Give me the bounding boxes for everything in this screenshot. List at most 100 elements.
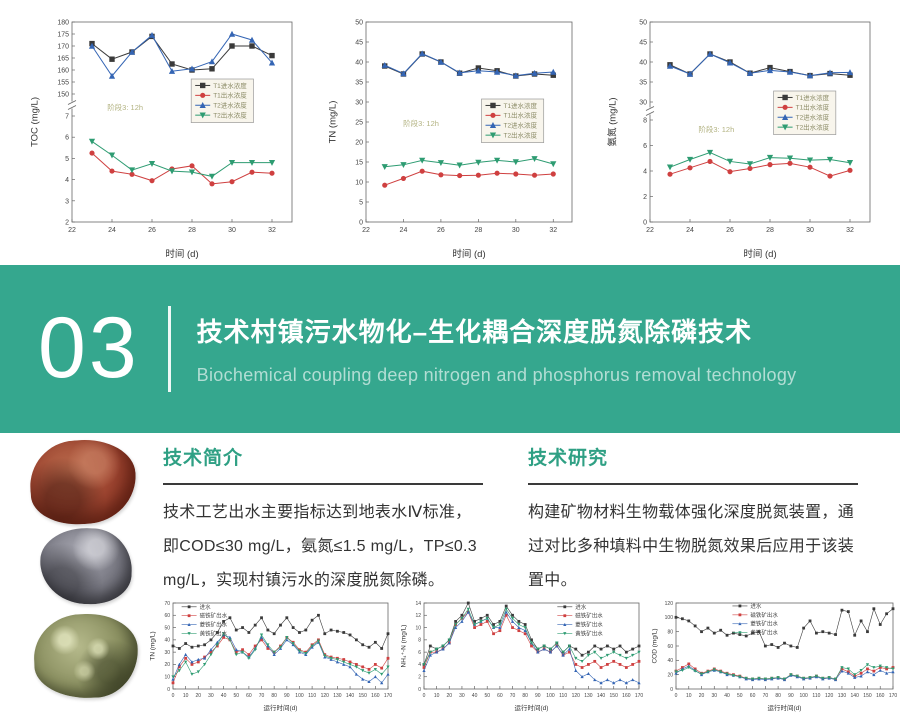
svg-text:5: 5 [359,199,363,206]
svg-text:160: 160 [371,693,380,699]
svg-text:进水: 进水 [575,603,587,611]
svg-text:T1进水浓度: T1进水浓度 [213,81,247,90]
svg-text:24: 24 [108,227,116,234]
svg-text:40: 40 [667,658,673,664]
svg-text:T2出水浓度: T2出水浓度 [213,110,247,119]
svg-text:50: 50 [484,693,490,699]
svg-text:6: 6 [643,143,647,150]
svg-text:12: 12 [415,613,421,619]
svg-text:22: 22 [646,227,654,234]
svg-text:运行时间(d): 运行时间(d) [515,703,549,712]
svg-text:2: 2 [418,674,421,680]
svg-text:2: 2 [65,219,69,226]
svg-text:30: 30 [164,650,170,656]
svg-text:150: 150 [359,693,368,699]
svg-text:黄铁矿出水: 黄铁矿出水 [200,629,228,637]
svg-text:T1出水浓度: T1出水浓度 [213,91,247,100]
svg-text:170: 170 [635,693,644,699]
svg-text:T1进水浓度: T1进水浓度 [503,101,537,110]
svg-text:30: 30 [512,227,520,234]
svg-text:160: 160 [622,693,631,699]
section-title: 技术村镇污水物化–生化耦合深度脱氮除磷技术 [196,317,753,347]
svg-text:60: 60 [497,693,503,699]
svg-text:15: 15 [355,159,363,166]
svg-text:T1出水浓度: T1出水浓度 [503,111,537,120]
svg-text:阶段3: 12h: 阶段3: 12h [107,102,143,112]
banner-divider [167,306,171,392]
svg-text:26: 26 [148,227,156,234]
svg-text:140: 140 [597,693,606,699]
svg-text:110: 110 [812,693,820,699]
svg-text:180: 180 [57,19,69,26]
svg-text:6: 6 [418,650,421,656]
svg-text:10: 10 [686,693,692,699]
svg-text:120: 120 [572,693,581,699]
svg-text:160: 160 [876,693,885,699]
tn-vs-time-chart: 22 24 26 28 30 32 时间 (d) 0 5 10 15 20 25 30 35 40 45 50 TN… [328,19,573,260]
svg-text:100: 100 [546,693,555,699]
svg-text:28: 28 [766,227,774,234]
svg-text:130: 130 [584,693,593,699]
svg-text:10: 10 [415,625,421,631]
svg-text:T2出水浓度: T2出水浓度 [796,122,830,131]
svg-text:150: 150 [57,91,69,98]
svg-text:32: 32 [268,227,276,234]
svg-text:30: 30 [208,693,214,699]
tech-research-heading: 技术研究 [528,448,609,469]
green-ore-rock-image [32,612,140,700]
svg-text:磁铁矿出水: 磁铁矿出水 [575,612,603,620]
svg-text:140: 140 [851,693,860,699]
svg-text:20: 20 [164,662,170,668]
svg-text:阶段3: 12h: 阶段3: 12h [698,124,734,134]
svg-text:32: 32 [549,227,557,234]
tech-intro-body: 技术工艺出水主要指标达到地表水Ⅳ标准，即COD≤30 mg/L，氨氮≤1.5 m… [163,504,477,589]
bottom-charts-row: 0 10 20 30 40 50 60 70 80 90 100 110 120 130 140 150 160… [146,597,900,717]
intro-rule [163,483,483,485]
svg-text:T2进水浓度: T2进水浓度 [503,121,537,130]
svg-text:10: 10 [164,674,170,680]
svg-text:170: 170 [889,693,898,699]
svg-text:40: 40 [639,59,647,66]
svg-text:20: 20 [667,672,673,678]
svg-text:140: 140 [346,693,355,699]
svg-text:165: 165 [57,55,69,62]
svg-text:20: 20 [196,693,202,699]
svg-text:70: 70 [164,601,170,607]
tech-research-body: 构建矿物材料生物载体强化深度脱氮装置，通过对比多种填料中生物脱氮效果后应用于该装… [528,504,855,589]
svg-text:40: 40 [164,638,170,644]
svg-text:150: 150 [610,693,619,699]
svg-text:80: 80 [271,693,277,699]
svg-text:45: 45 [355,39,363,46]
svg-text:170: 170 [57,43,69,50]
svg-text:20: 20 [699,693,705,699]
svg-text:时间 (d): 时间 (d) [165,248,198,260]
svg-text:氨氮 (mg/L): 氨氮 (mg/L) [607,97,619,146]
svg-text:T1出水浓度: T1出水浓度 [796,103,830,112]
svg-text:黄铁矿出水: 黄铁矿出水 [750,629,778,637]
svg-text:60: 60 [164,613,170,619]
svg-text:70: 70 [510,693,516,699]
svg-text:175: 175 [57,31,69,38]
section-banner: 03 技术村镇污水物化–生化耦合深度脱氮除磷技术 Biochemical cou… [0,265,900,433]
red-ore-rock-image [27,436,139,528]
svg-text:90: 90 [788,693,794,699]
svg-text:菱铁矿出水: 菱铁矿出水 [750,620,778,628]
svg-text:8: 8 [418,638,421,644]
svg-text:阶段3: 12h: 阶段3: 12h [403,118,439,128]
svg-text:20: 20 [355,139,363,146]
svg-text:时间 (d): 时间 (d) [743,248,776,260]
svg-text:0: 0 [167,687,170,693]
svg-text:60: 60 [667,644,673,650]
svg-text:时间 (d): 时间 (d) [452,248,485,260]
svg-text:28: 28 [474,227,482,234]
svg-text:0: 0 [643,219,647,226]
svg-text:80: 80 [775,693,781,699]
svg-text:10: 10 [434,693,440,699]
svg-text:TN (mg/L): TN (mg/L) [328,101,339,144]
svg-text:120: 120 [321,693,330,699]
nh4n-runtime-chart: 0 10 20 30 40 50 60 70 80 90 100 110 120 130 140 150 160… [401,601,644,712]
svg-text:TOC (mg/L): TOC (mg/L) [30,97,41,147]
svg-text:26: 26 [726,227,734,234]
svg-text:60: 60 [750,693,756,699]
cod-runtime-chart: 0 10 20 30 40 50 60 70 80 90 100 110 120 130 140 150 160… [652,601,898,712]
